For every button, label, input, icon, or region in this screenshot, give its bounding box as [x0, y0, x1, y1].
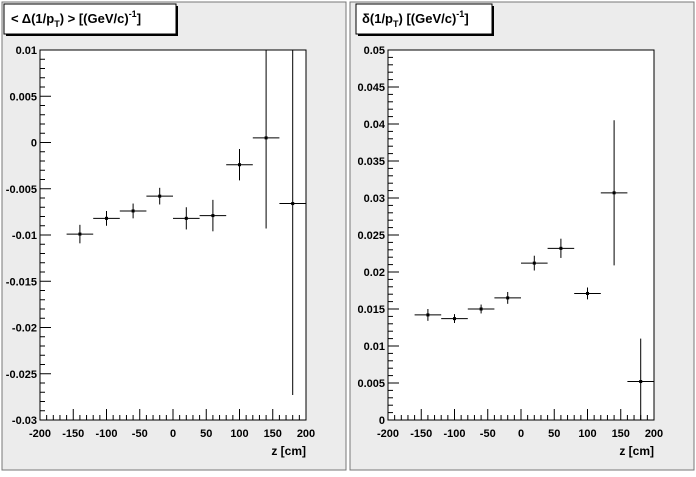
x-tick-label: -200 — [377, 428, 399, 440]
data-point — [441, 314, 468, 324]
y-tick-label: 0.02 — [364, 267, 385, 279]
point-marker — [426, 313, 430, 317]
point-marker — [453, 317, 456, 321]
point-marker — [105, 216, 108, 220]
point-marker — [532, 261, 536, 265]
x-tick-label: 100 — [230, 428, 248, 440]
point-marker — [211, 214, 215, 218]
data-point — [521, 255, 548, 271]
data-point — [66, 224, 94, 244]
data-point — [279, 50, 306, 396]
title-box: δ(1/pT) [(GeV/c)-1] — [355, 3, 494, 36]
x-tick-label: 150 — [612, 428, 630, 440]
data-point — [494, 291, 521, 304]
x-tick-label: -50 — [132, 428, 148, 440]
y-tick-label: 0.04 — [364, 119, 386, 131]
data-point — [146, 187, 173, 205]
data-point — [600, 120, 628, 266]
point-marker — [291, 202, 295, 206]
point-marker — [479, 307, 483, 311]
x-axis-label: z [cm] — [271, 444, 306, 458]
tick-layer: -200 -150 -100 -50 0 50 100 150 200 0 0.005 0.01 0.0… — [357, 45, 663, 440]
x-tick-label: 0 — [170, 428, 176, 440]
y-tick-label: 0.025 — [357, 230, 385, 242]
y-tick-label: 0.03 — [364, 193, 385, 205]
y-tick-label: 0 — [379, 415, 385, 427]
data-point — [252, 50, 280, 229]
y-tick-label: -0.01 — [12, 230, 37, 242]
x-tick-label: -150 — [62, 428, 84, 440]
panel-mean-delta-inv-pt: -200 -150 -100 -50 0 50 100 150 200 -0.03 -0.025 -0… — [1, 1, 347, 471]
tick-layer: -200 -150 -100 -50 0 50 100 150 200 -0.03 -0.025 -0… — [6, 45, 315, 440]
x-tick-label: -100 — [443, 428, 465, 440]
y-tick-label: 0.005 — [357, 378, 385, 390]
x-axis-label: z [cm] — [619, 444, 654, 458]
chart-title: δ(1/pT) [(GeV/c)-1] — [362, 9, 469, 29]
y-tick-label: 0.035 — [357, 156, 385, 168]
point-marker — [639, 380, 643, 384]
point-marker — [184, 216, 188, 220]
title-box: < Δ(1/pT) > [(GeV/c)-1] — [3, 3, 178, 36]
y-tick-label: -0.005 — [6, 184, 37, 196]
plot-frame — [387, 49, 655, 421]
data-point — [414, 309, 442, 321]
x-tick-label: 200 — [645, 428, 663, 440]
plot-area — [388, 50, 654, 420]
data-point — [173, 207, 200, 230]
y-tick-label: -0.03 — [12, 415, 37, 427]
y-tick-label: -0.015 — [6, 276, 37, 288]
point-marker — [238, 163, 241, 167]
y-tick-label: -0.025 — [6, 369, 37, 381]
y-tick-label: 0.005 — [9, 91, 37, 103]
data-point — [547, 238, 575, 258]
data-points — [66, 50, 306, 396]
plot-area — [40, 50, 306, 420]
x-tick-label: 150 — [264, 428, 282, 440]
x-tick-label: 0 — [518, 428, 524, 440]
point-marker — [264, 136, 268, 140]
data-point — [467, 304, 495, 314]
y-tick-label: 0.01 — [364, 341, 385, 353]
x-tick-label: 50 — [548, 428, 560, 440]
x-tick-label: 50 — [200, 428, 212, 440]
panel-resolution-inv-pt: -200 -150 -100 -50 0 50 100 150 200 0 0.005 0.01 0.0… — [349, 1, 695, 471]
chart-title: < Δ(1/pT) > [(GeV/c)-1] — [11, 9, 141, 29]
title-background — [355, 3, 493, 35]
point-marker — [506, 296, 510, 300]
x-tick-label: -100 — [95, 428, 117, 440]
y-tick-label: 0.01 — [16, 45, 37, 57]
x-tick-label: -50 — [480, 428, 496, 440]
data-point — [226, 148, 253, 181]
y-tick-label: 0 — [31, 138, 37, 150]
data-point — [627, 338, 654, 420]
point-marker — [78, 232, 82, 236]
data-point — [119, 203, 147, 219]
x-tick-label: -200 — [29, 428, 51, 440]
y-tick-label: 0.05 — [364, 45, 385, 57]
y-tick-label: -0.02 — [12, 323, 37, 335]
x-tick-label: -150 — [410, 428, 432, 440]
point-marker — [559, 246, 563, 250]
point-marker — [612, 191, 616, 195]
point-marker — [586, 291, 589, 295]
y-tick-label: 0.015 — [357, 304, 385, 316]
x-tick-label: 100 — [578, 428, 596, 440]
data-point — [574, 287, 601, 300]
data-point — [93, 210, 120, 226]
title-background — [3, 3, 177, 35]
data-point — [199, 199, 227, 232]
x-tick-label: 200 — [297, 428, 315, 440]
point-marker — [158, 194, 162, 198]
y-tick-label: 0.045 — [357, 82, 385, 94]
data-points — [414, 120, 654, 420]
plot-frame — [39, 49, 307, 421]
point-marker — [131, 209, 135, 213]
